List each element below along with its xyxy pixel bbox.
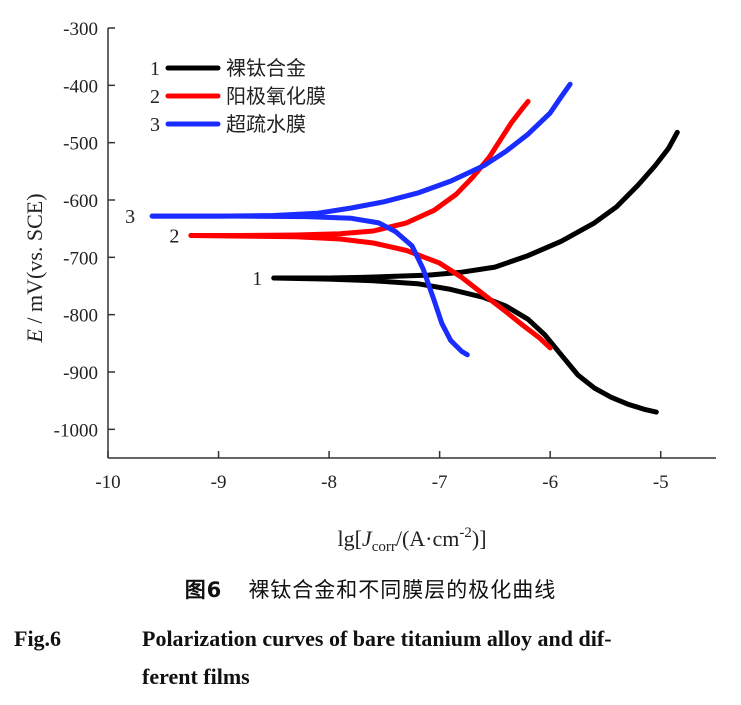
series-line-1	[271, 129, 680, 281]
caption-english: Fig.6 Polarization curves of bare titaniu…	[14, 620, 734, 696]
legend-label-3: 超疏水膜	[226, 112, 306, 136]
y-tick-label: -300	[63, 19, 98, 40]
y-tick-label: -800	[63, 306, 98, 327]
legend-number-1: 1	[150, 58, 160, 80]
legend-label-1: 裸钛合金	[226, 56, 306, 80]
x-axis-title: lg[Jcorr/(A·cm-2)]	[337, 525, 486, 555]
x-tick-label: -6	[542, 472, 558, 493]
caption-cn-fig-number: 图6	[184, 578, 223, 602]
x-ticks: -10 -9 -8 -7 -6 -5	[95, 451, 669, 493]
curve-label-1: 1	[252, 268, 262, 290]
x-tick-label: -10	[95, 472, 120, 493]
y-tick-label: -600	[63, 191, 98, 212]
caption-en-fig-number: Fig.6	[14, 626, 62, 651]
x-tick-label: -7	[432, 472, 448, 493]
y-tick-label: -700	[63, 248, 98, 269]
series-line-3b	[149, 213, 470, 358]
axes: -300-400-500-600-700-800-900-1000 -10 -9-…	[54, 19, 716, 493]
legend-number-3: 3	[150, 114, 160, 136]
y-axis-title: E / mV(vs. SCE)	[22, 193, 47, 343]
curve-label-2: 2	[169, 226, 179, 248]
x-tick-label: -5	[653, 472, 669, 493]
series-line-2b	[188, 233, 553, 351]
series-line-3	[149, 81, 573, 219]
x-tick-label: -9	[211, 472, 227, 493]
legend: 1 裸钛合金 2 阳极氧化膜 3 超疏水膜	[150, 56, 326, 136]
y-ticks: -300 -400 -500 -600 -700 -800 -900 -1000	[54, 19, 115, 441]
caption-en-line1: Polarization curves of bare titanium all…	[142, 626, 612, 651]
series-group	[149, 81, 680, 415]
polarization-chart: -300-400-500-600-700-800-900-1000 -10 -9-…	[22, 19, 716, 555]
y-tick-label: -900	[63, 363, 98, 384]
legend-label-2: 阳极氧化膜	[226, 84, 326, 108]
series-line-1b	[271, 275, 659, 415]
y-tick-label: -500	[63, 134, 98, 155]
x-tick-label: -8	[321, 472, 337, 493]
y-tick-label: -1000	[54, 420, 98, 441]
curve-label-3: 3	[125, 206, 135, 228]
caption-chinese: 图6 裸钛合金和不同膜层的极化曲线	[0, 574, 741, 604]
caption-cn-text: 裸钛合金和不同膜层的极化曲线	[248, 578, 557, 602]
y-tick-label: -400	[63, 76, 98, 97]
legend-number-2: 2	[150, 86, 160, 108]
caption-en-line2: ferent films	[142, 664, 250, 689]
curve-labels: 1 2 3	[125, 206, 262, 290]
